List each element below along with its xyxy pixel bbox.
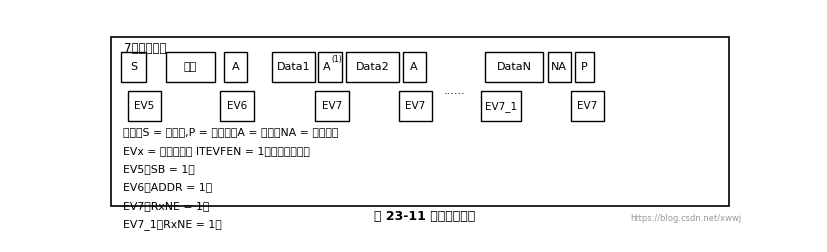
Bar — [480, 91, 520, 121]
Text: 图 23-11 主接收器过程: 图 23-11 主接收器过程 — [373, 210, 475, 223]
Bar — [315, 91, 348, 121]
Text: NA: NA — [551, 62, 566, 72]
Text: EV7: EV7 — [576, 101, 597, 111]
Text: EV7_1：RxNE = 1，: EV7_1：RxNE = 1， — [122, 219, 222, 230]
Text: EV6：ADDR = 1，: EV6：ADDR = 1， — [122, 182, 212, 193]
Text: EV7: EV7 — [322, 101, 342, 111]
Text: EV7_1: EV7_1 — [484, 101, 516, 112]
Text: ......: ...... — [443, 86, 465, 96]
Text: A: A — [323, 62, 330, 72]
Text: EVx = 事件（如果 ITEVFEN = 1，则出现中断）: EVx = 事件（如果 ITEVFEN = 1，则出现中断） — [122, 146, 309, 155]
Text: P: P — [580, 62, 587, 72]
Bar — [570, 91, 604, 121]
Text: EV5: EV5 — [134, 101, 155, 111]
Text: 地址: 地址 — [184, 62, 197, 72]
Text: S: S — [130, 62, 137, 72]
Bar — [127, 91, 161, 121]
Text: 7位主接收器: 7位主接收器 — [124, 42, 166, 55]
Bar — [111, 37, 729, 206]
Text: Data2: Data2 — [355, 62, 389, 72]
Text: Data1: Data1 — [276, 62, 310, 72]
Text: 图注：S = 起始位,P = 停止位，A = 应答，NA = 非应答，: 图注：S = 起始位,P = 停止位，A = 应答，NA = 非应答， — [122, 127, 337, 137]
Text: DataN: DataN — [496, 62, 531, 72]
Text: EV6: EV6 — [227, 101, 246, 111]
Text: A: A — [409, 62, 418, 72]
Bar — [399, 91, 432, 121]
Text: (1): (1) — [331, 55, 342, 64]
Bar — [318, 52, 342, 82]
Bar — [485, 52, 543, 82]
Text: EV7: EV7 — [404, 101, 425, 111]
Bar — [547, 52, 570, 82]
Bar — [166, 52, 214, 82]
Bar — [271, 52, 315, 82]
Bar — [122, 52, 146, 82]
Bar — [402, 52, 425, 82]
Text: EV5：SB = 1，: EV5：SB = 1， — [122, 164, 194, 174]
Text: https://blog.csdn.net/xwwj: https://blog.csdn.net/xwwj — [630, 214, 741, 223]
Bar — [224, 52, 247, 82]
Bar — [346, 52, 399, 82]
Text: A: A — [232, 62, 239, 72]
Text: EV7：RxNE = 1，: EV7：RxNE = 1， — [122, 201, 209, 211]
Bar — [220, 91, 253, 121]
Bar — [574, 52, 593, 82]
